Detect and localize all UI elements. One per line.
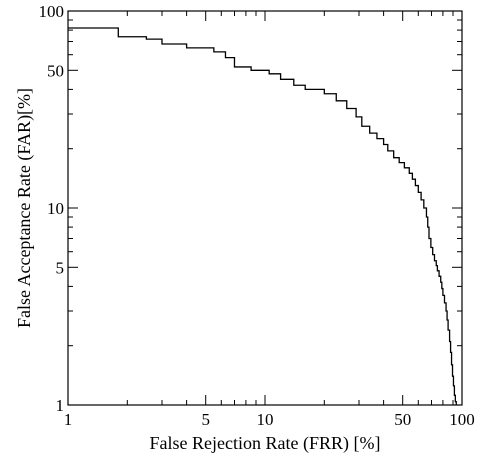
- y-tick-label: 1: [56, 396, 65, 415]
- y-tick-label: 10: [47, 199, 64, 218]
- x-tick-label: 50: [394, 410, 411, 429]
- y-axis-label: False Acceptance Rate (FAR)[%]: [14, 88, 35, 328]
- y-tick-label: 100: [39, 2, 65, 21]
- far-frr-curve: [68, 27, 457, 405]
- x-tick-label: 5: [201, 410, 210, 429]
- y-tick-label: 50: [47, 61, 64, 80]
- curve-layer: [68, 27, 457, 405]
- x-tick-label: 10: [257, 410, 274, 429]
- plot-frame: [67, 10, 463, 406]
- x-tick-label: 1: [64, 410, 73, 429]
- x-tick-label: 100: [449, 410, 475, 429]
- x-axis-label: False Rejection Rate (FRR) [%]: [150, 433, 381, 454]
- tick-labels-layer: 1 5 10 50 100 1 5 10 50 100: [39, 2, 475, 429]
- y-tick-label: 5: [56, 258, 65, 277]
